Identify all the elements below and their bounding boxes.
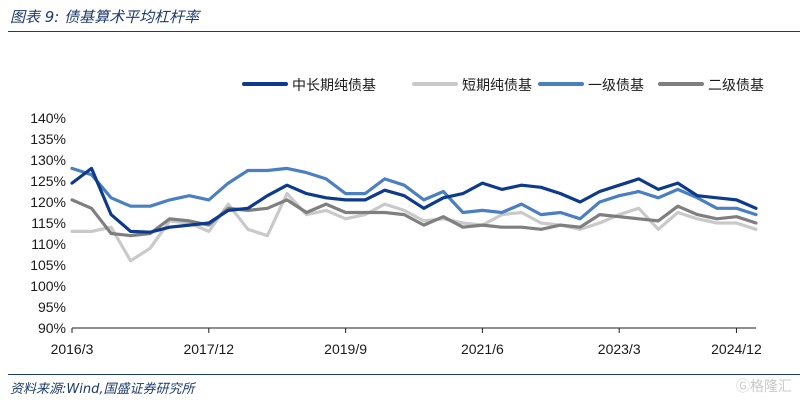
title-divider (8, 31, 800, 32)
legend-label: 短期纯债基 (462, 77, 532, 94)
legend-label: 中长期纯债基 (292, 77, 376, 94)
watermark-logo: Ⓖ格隆汇 (736, 379, 792, 395)
chart-lines (70, 166, 758, 263)
y-tick-label: 115% (31, 215, 66, 231)
y-tick-label: 120% (30, 194, 66, 210)
x-tick-label: 2019/9 (324, 341, 367, 357)
x-tick-label: 2016/3 (51, 341, 94, 357)
y-tick-label: 140% (30, 110, 66, 126)
y-tick-label: 110% (31, 236, 66, 252)
x-tick-label: 2024/12 (711, 341, 762, 357)
chart-title: 图表 9: 债基算术平均杠杆率 (10, 8, 200, 26)
legend-item: 一级债基 (538, 77, 644, 94)
legend-label: 二级债基 (708, 77, 764, 94)
y-tick-label: 105% (30, 257, 66, 273)
series-line-3 (70, 166, 758, 221)
y-tick-label: 135% (30, 131, 66, 147)
legend-label: 一级债基 (588, 77, 644, 94)
series-line-2 (70, 192, 758, 263)
chart-legend: 中长期纯债基 短期纯债基 一级债基 二级债基 (242, 77, 764, 94)
series-line-1 (70, 166, 758, 234)
y-tick-label: 125% (30, 173, 66, 189)
y-tick-label: 130% (30, 152, 66, 168)
legend-item: 二级债基 (658, 77, 764, 94)
legend-item: 短期纯债基 (412, 77, 532, 94)
series-line-4 (70, 198, 758, 238)
x-tick-label: 2017/12 (183, 341, 234, 357)
source-note: 资料来源:Wind,国盛证券研究所 (10, 382, 195, 397)
y-tick-label: 100% (30, 278, 66, 294)
y-tick-label: 95% (38, 299, 66, 315)
x-tick-label: 2021/6 (461, 341, 504, 357)
legend-item: 中长期纯债基 (242, 77, 376, 94)
x-tick-label: 2023/3 (598, 341, 641, 357)
y-tick-label: 90% (38, 320, 66, 336)
source-divider (8, 374, 800, 375)
chart-axes: 90% 95% 100% 105% 110% 115% 120% 125% 130% 135% 14… (30, 110, 762, 357)
